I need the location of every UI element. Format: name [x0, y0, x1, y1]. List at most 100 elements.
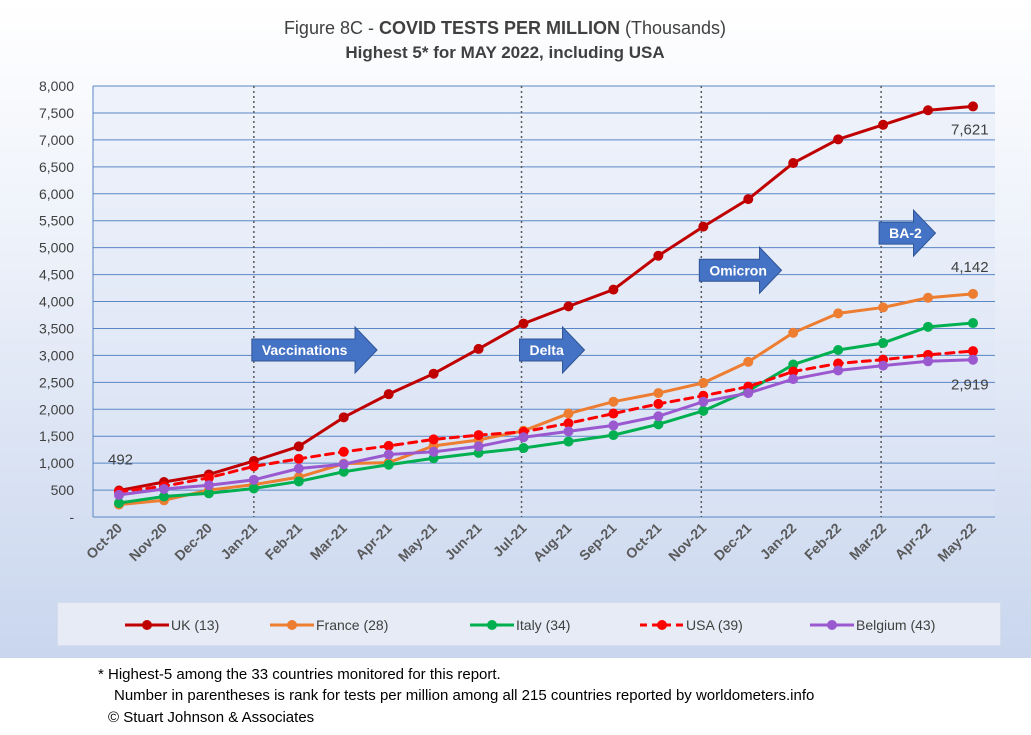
legend-item: UK (13)	[123, 615, 219, 635]
data-point	[608, 420, 619, 431]
data-point	[563, 436, 574, 447]
legend-label: France (28)	[316, 617, 389, 633]
x-tick-label: May-21	[395, 520, 440, 565]
data-point	[473, 441, 484, 452]
event-label: BA-2	[889, 225, 922, 241]
legend-item: Belgium (43)	[808, 615, 935, 635]
y-tick-label: 6,500	[39, 159, 74, 175]
data-label: 2,919	[951, 377, 989, 394]
data-point	[878, 337, 889, 348]
y-tick-label: 6,000	[39, 186, 74, 202]
x-tick-label: Jan-21	[217, 520, 260, 563]
legend-label: Italy (34)	[516, 617, 571, 633]
data-point	[788, 158, 799, 169]
data-point	[338, 459, 349, 470]
data-point	[248, 483, 259, 494]
data-point	[114, 489, 124, 500]
data-point	[968, 318, 978, 329]
data-point	[293, 441, 304, 452]
line-chart: - 500 1,000 1,500 2,000 2,500 3,000 3,500 4,000 4…	[39, 78, 995, 565]
x-tick-label: Apr-22	[891, 520, 934, 563]
legend-swatch	[470, 620, 514, 630]
data-point	[114, 497, 124, 508]
data-point	[743, 388, 754, 399]
data-point	[473, 430, 484, 441]
event-arrow	[878, 208, 937, 258]
data-point	[968, 101, 978, 112]
y-tick-label: -	[69, 509, 74, 525]
data-point	[203, 480, 214, 491]
label-layer: 492 7,621 4,142 2,919	[108, 121, 989, 468]
event-arrow	[251, 325, 378, 375]
x-tick-label: Jul-21	[490, 520, 530, 560]
y-tick-label: 8,000	[39, 78, 74, 94]
data-point	[293, 463, 304, 474]
event-arrow	[519, 325, 586, 375]
title-suffix: (Thousands)	[619, 18, 727, 38]
data-point	[338, 412, 349, 423]
data-point	[203, 488, 214, 499]
data-point	[338, 466, 349, 477]
x-tick-label: Oct-20	[83, 520, 125, 562]
data-point	[518, 432, 529, 443]
data-point	[158, 483, 169, 494]
data-point	[383, 389, 394, 400]
data-point	[563, 426, 574, 437]
data-point	[293, 476, 304, 487]
data-point	[383, 459, 394, 470]
data-point	[563, 301, 574, 312]
title-bold: COVID TESTS PER MILLION	[378, 18, 620, 38]
data-point	[743, 356, 754, 367]
x-tick-label: Jun-21	[441, 520, 484, 563]
data-point	[428, 368, 439, 379]
data-point	[833, 308, 844, 319]
data-point	[788, 374, 799, 385]
data-point	[248, 461, 259, 472]
data-point	[833, 358, 844, 369]
x-tick-label: Nov-21	[665, 520, 709, 564]
data-point	[563, 418, 574, 429]
x-tick-label: Sep-21	[576, 520, 620, 564]
y-tick-label: 5,500	[39, 213, 74, 229]
data-point	[833, 344, 844, 355]
data-point	[608, 430, 619, 441]
series-line	[117, 321, 975, 505]
chart-area: - 500 1,000 1,500 2,000 2,500 3,000 3,500 4,000 4…	[0, 0, 1031, 658]
data-point	[968, 346, 978, 357]
legend-label: UK (13)	[171, 617, 220, 633]
event-label: Delta	[530, 342, 564, 358]
data-point	[428, 434, 439, 445]
y-tick-label: 500	[51, 482, 75, 498]
data-point	[518, 443, 529, 454]
data-point	[923, 105, 934, 116]
x-tick-label: Nov-20	[126, 520, 170, 564]
data-point	[158, 491, 169, 502]
data-point	[698, 377, 709, 388]
legend-swatch	[125, 620, 169, 630]
x-tick-label: Feb-22	[801, 520, 844, 563]
data-point	[878, 302, 889, 313]
y-tick-label: 5,000	[39, 240, 74, 256]
data-point	[878, 360, 889, 371]
y-tick-label: 3,500	[39, 320, 74, 336]
data-point	[518, 318, 529, 329]
series-line	[117, 349, 975, 494]
data-point	[833, 134, 844, 145]
data-point	[608, 284, 619, 295]
data-point	[743, 194, 754, 205]
series-line	[117, 358, 975, 497]
event-label: Vaccinations	[262, 342, 348, 358]
y-tick-label: 7,500	[39, 105, 74, 121]
series-line	[117, 292, 975, 507]
data-point	[473, 343, 484, 354]
chart-title: Figure 8C - COVID TESTS PER MILLION (Tho…	[0, 18, 1010, 39]
x-tick-label: Jan-22	[757, 520, 800, 563]
legend-item: France (28)	[268, 615, 388, 635]
data-point	[698, 396, 709, 407]
legend-label: USA (39)	[686, 617, 743, 633]
y-tick-label: 1,500	[39, 428, 74, 444]
legend-item: Italy (34)	[468, 615, 570, 635]
data-point	[653, 411, 664, 422]
x-tick-label: Feb-21	[262, 520, 305, 563]
data-point	[653, 250, 664, 261]
